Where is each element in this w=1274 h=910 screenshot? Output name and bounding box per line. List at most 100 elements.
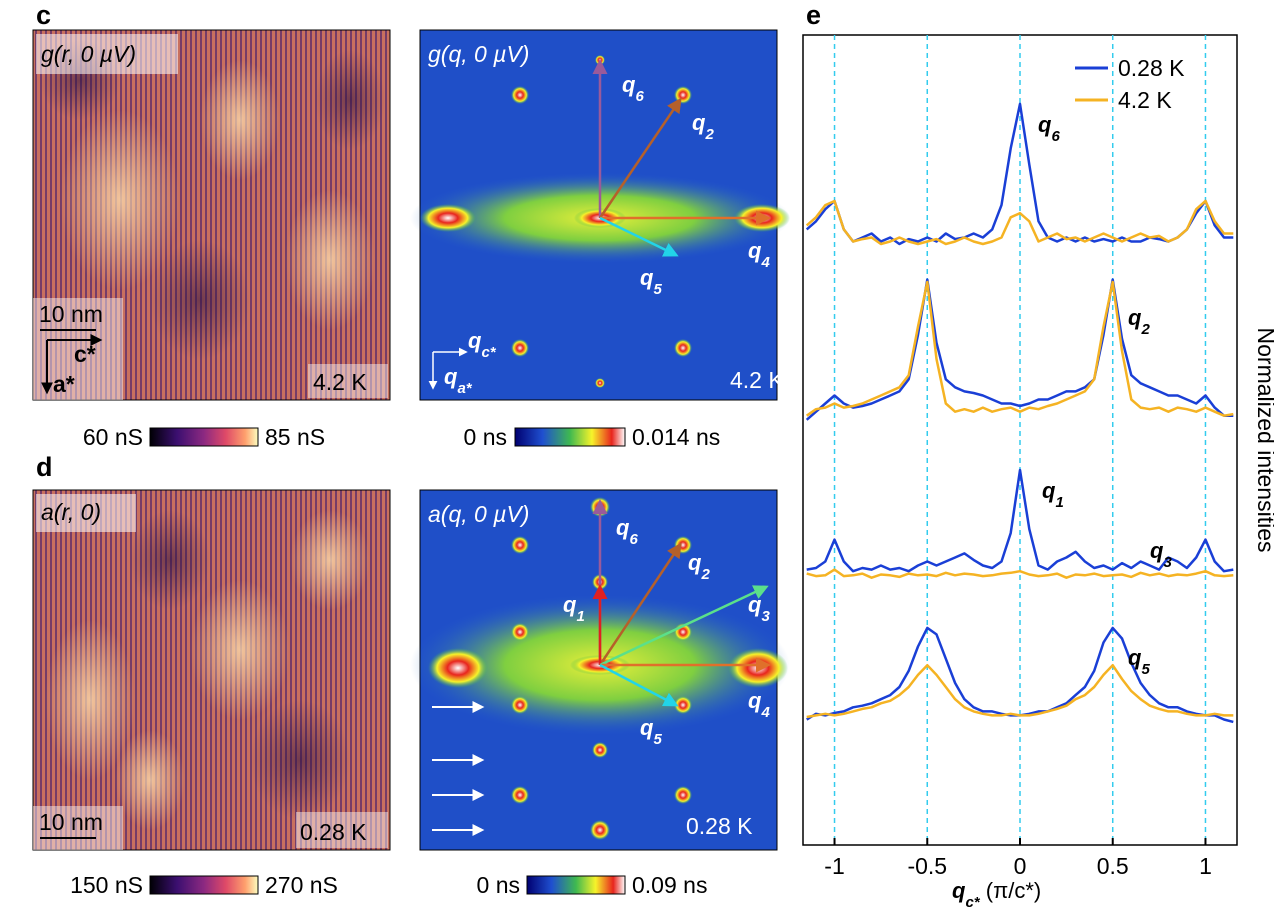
- label-sub: 6: [1051, 128, 1060, 145]
- label-sub: 2: [700, 566, 710, 583]
- image-label: a(q, 0 µV): [428, 501, 529, 527]
- label-main: q: [692, 110, 706, 135]
- colorbar-min: 150 nS: [70, 872, 143, 898]
- label-bg: [36, 494, 136, 532]
- panel-letter: d: [36, 452, 53, 482]
- series-line: [806, 568, 1234, 579]
- fourier-image: [410, 489, 790, 851]
- label-main: q: [1042, 478, 1056, 503]
- colorbar: [526, 875, 626, 895]
- annotation: q3: [1150, 538, 1172, 571]
- label-main: q: [640, 265, 654, 290]
- label-sub: 4: [760, 704, 770, 721]
- colorbar-max: 270 nS: [265, 872, 338, 898]
- label-bg: [296, 812, 388, 848]
- label-main: q: [616, 515, 630, 540]
- vector-label: q4: [748, 688, 770, 721]
- annotation: q1: [1042, 478, 1064, 511]
- label-main: q: [748, 592, 762, 617]
- label-main: q: [748, 238, 762, 263]
- series-line: [805, 199, 1234, 246]
- colorbar-max: 85 nS: [265, 424, 325, 450]
- image-label: a(r, 0): [41, 499, 101, 525]
- vector-label: q5: [640, 265, 662, 298]
- series-line: [806, 468, 1234, 573]
- series-line: [805, 102, 1234, 246]
- label-sub: 1: [576, 608, 584, 625]
- axis-label: qa*: [444, 364, 473, 397]
- label-bg: [33, 806, 123, 850]
- vector-label: q5: [640, 715, 662, 748]
- colorbar: [149, 875, 259, 895]
- x-tick-label: 0.5: [1097, 853, 1129, 879]
- scale-label: 10 nm: [39, 301, 103, 327]
- label-sub: 2: [704, 126, 714, 143]
- vector-label: q4: [748, 238, 770, 271]
- vector-label: q6: [616, 515, 638, 548]
- label-sub: 4: [760, 254, 770, 271]
- label-sub: 5: [1141, 661, 1150, 678]
- x-tick-label: 1: [1199, 853, 1212, 879]
- label-sub: 1: [1055, 494, 1063, 511]
- label-main: q: [1128, 305, 1142, 330]
- panel-letter: c: [36, 0, 51, 30]
- label-main: q: [952, 878, 966, 903]
- vector-label: q6: [622, 72, 644, 105]
- label-sub: 3: [761, 608, 770, 625]
- colorbar-min: 0 ns: [464, 424, 507, 450]
- label-sub: 5: [653, 731, 662, 748]
- colorbar: [514, 427, 626, 447]
- x-axis-label: qc* (π/c*): [952, 878, 1041, 910]
- real-space-image: [32, 489, 391, 851]
- x-tick-label: 0: [1014, 853, 1027, 879]
- label-main: q: [563, 592, 577, 617]
- label-sub: 6: [629, 531, 638, 548]
- label-rest: (π/c*): [980, 878, 1042, 903]
- label-main: q: [622, 72, 636, 97]
- temperature: 4.2 K: [730, 367, 784, 393]
- image-label: g(q, 0 µV): [428, 41, 529, 67]
- label-sub: 5: [653, 281, 662, 298]
- colorbar-max: 0.09 ns: [632, 872, 707, 898]
- label-sub: c*: [481, 344, 496, 361]
- label-main: q: [640, 715, 654, 740]
- axis-label: a*: [53, 371, 75, 397]
- label-main: q: [1150, 538, 1164, 563]
- fourier-image: [410, 29, 790, 401]
- line-chart: -1 -0.5 0 0.5 1qc* (π/c*)Normalized intensit…: [802, 34, 1274, 910]
- annotation: q6: [1038, 112, 1060, 145]
- label-main: q: [444, 364, 458, 389]
- label-main: q: [1128, 645, 1142, 670]
- vector-label: q3: [748, 592, 770, 625]
- axis-label: c*: [74, 341, 96, 367]
- label-sub: 2: [1140, 321, 1150, 338]
- series-line: [805, 278, 1234, 421]
- real-space-image: [32, 29, 391, 401]
- colorbar-min: 60 nS: [83, 424, 143, 450]
- vector-label: q2: [688, 550, 710, 583]
- temperature: 4.2 K: [313, 369, 367, 395]
- label-sub: c*: [965, 894, 980, 910]
- x-tick-label: -1: [824, 853, 844, 879]
- colorbar-min: 0 ns: [477, 872, 520, 898]
- temperature: 0.28 K: [300, 819, 367, 845]
- vector-label: q2: [692, 110, 714, 143]
- scale-label: 10 nm: [39, 809, 103, 835]
- label-bg: [36, 34, 178, 74]
- image-label: g(r, 0 µV): [41, 41, 136, 67]
- x-tick-label: -0.5: [907, 853, 947, 879]
- label-sub: a*: [457, 380, 472, 397]
- label-main: q: [688, 550, 702, 575]
- legend-label: 4.2 K: [1118, 87, 1172, 113]
- label-sub: 6: [635, 88, 644, 105]
- panel-letter: e: [806, 0, 821, 30]
- y-axis-label: Normalized intensities: [1253, 328, 1274, 553]
- label-main: q: [468, 328, 482, 353]
- vector-label: q1: [563, 592, 585, 625]
- annotation: q2: [1128, 305, 1150, 338]
- temperature: 0.28 K: [686, 813, 753, 839]
- colorbar-max: 0.014 ns: [632, 424, 720, 450]
